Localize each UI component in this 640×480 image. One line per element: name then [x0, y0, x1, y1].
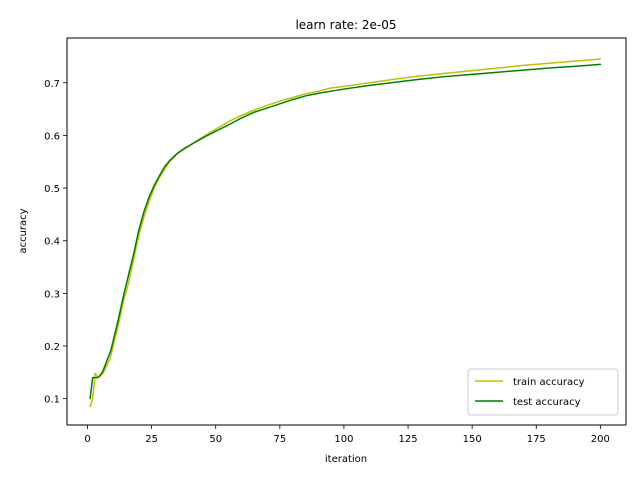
x-tick-label: 150 [463, 434, 482, 445]
y-tick-label: 0.4 [44, 237, 60, 248]
legend-box [467, 368, 619, 416]
y-tick-label: 0.7 [44, 79, 60, 90]
x-axis: 0 25 50 75 100 125 150 175 200 [84, 425, 610, 445]
x-tick-label: 100 [334, 434, 353, 445]
legend-label-test: test accuracy [513, 397, 581, 408]
legend-label-train: train accuracy [513, 377, 585, 388]
x-tick-label: 125 [398, 434, 417, 445]
x-tick-label: 50 [209, 434, 222, 445]
y-tick-label: 0.5 [44, 184, 60, 195]
y-tick-label: 0.2 [44, 342, 60, 353]
series-line-test [89, 63, 602, 400]
chart-title: learn rate: 2e-05 [295, 18, 396, 32]
x-tick-label: 75 [273, 434, 286, 445]
y-axis: 0.1 0.2 0.3 0.4 0.5 0.6 0.7 [44, 79, 67, 406]
x-axis-label: iteration [325, 454, 367, 465]
x-tick-label: 175 [527, 434, 546, 445]
series-layer [89, 58, 602, 408]
legend: train accuracy test accuracy [467, 368, 619, 416]
x-tick-label: 200 [591, 434, 610, 445]
x-tick-label: 25 [145, 434, 158, 445]
y-tick-label: 0.1 [44, 395, 60, 406]
y-tick-label: 0.6 [44, 131, 60, 142]
y-axis-label: accuracy [18, 208, 29, 253]
y-tick-label: 0.3 [44, 289, 60, 300]
plot-frame [66, 37, 627, 426]
x-tick-label: 0 [84, 434, 90, 445]
